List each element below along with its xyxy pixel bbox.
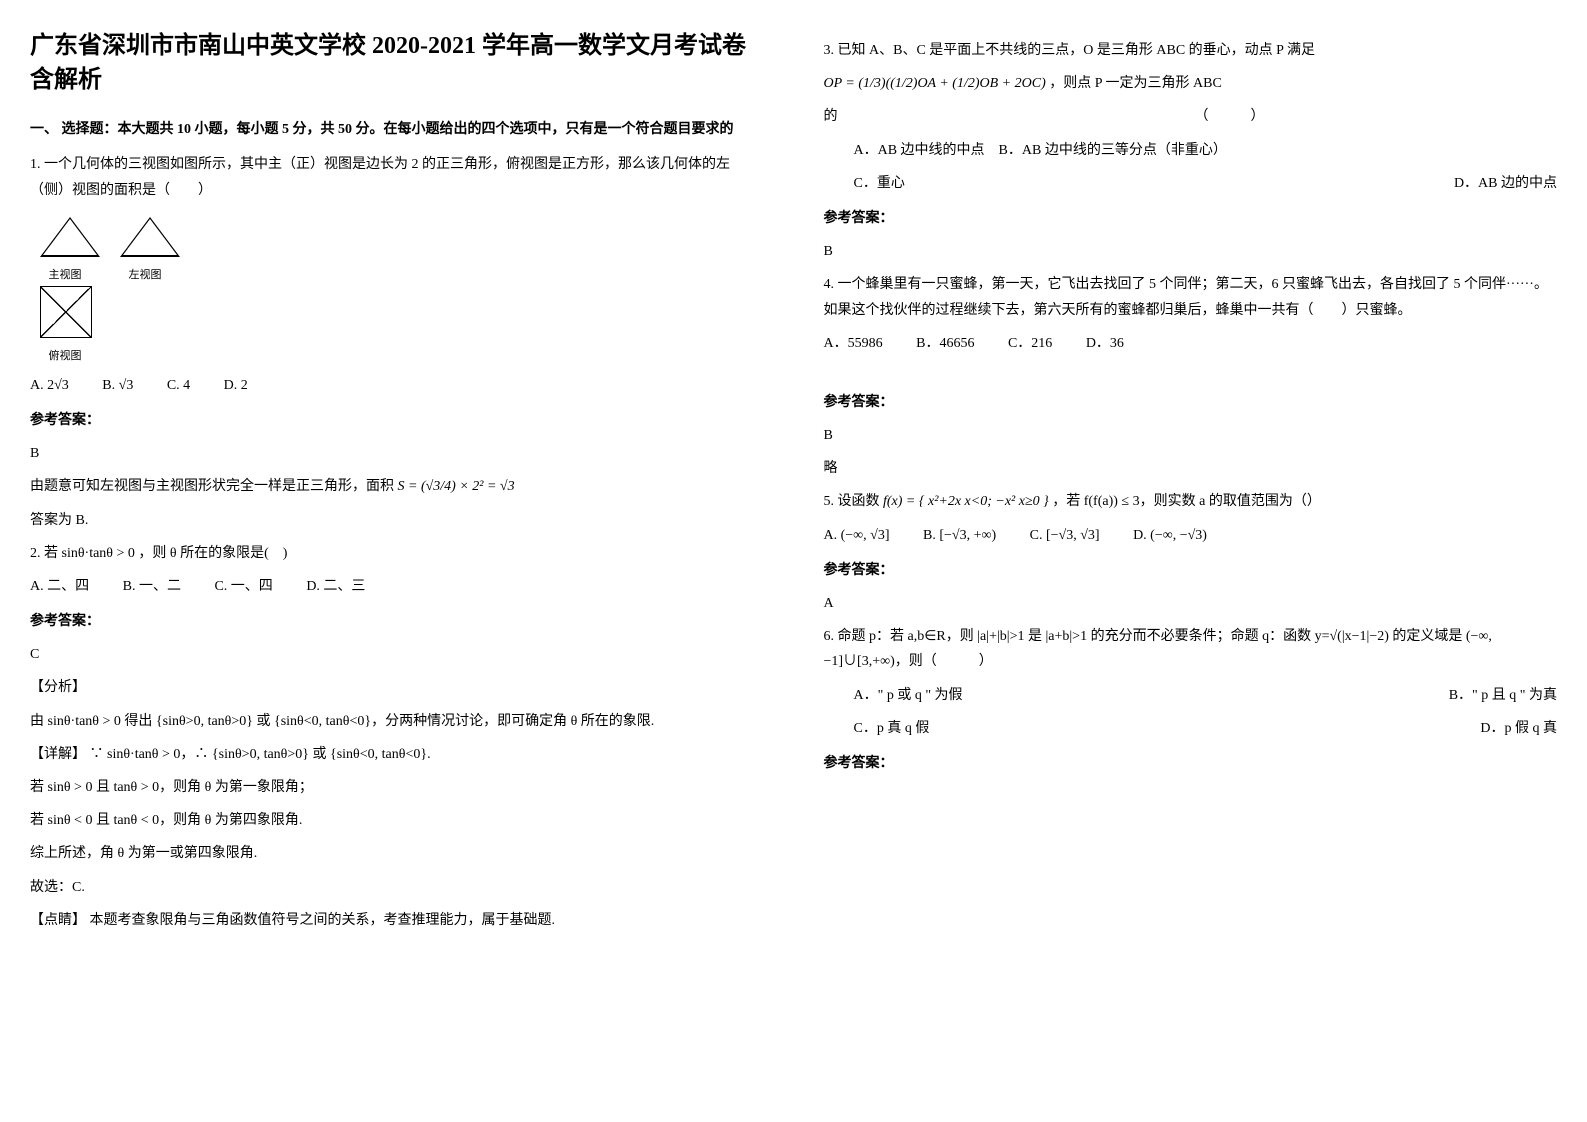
q2-dianjing: 【点睛】 本题考查象限角与三角函数值符号之间的关系，考查推理能力，属于基础题. — [30, 908, 764, 933]
q5-formula: f(x) = { x²+2x x<0; −x² x≥0 } — [883, 494, 1049, 509]
q2-answer: C — [30, 642, 764, 667]
q6-options-cd: C．p 真 q 假 D．p 假 q 真 — [824, 716, 1558, 741]
three-views-figure: 主视图 左视图 俯视图 — [30, 213, 764, 363]
main-view-triangle — [40, 217, 100, 257]
q2-xiangjie: 【详解】 ∵ sinθ·tanθ > 0，∴ {sinθ>0, tanθ>0} … — [30, 742, 764, 767]
q4-answer: B — [824, 423, 1558, 448]
q2-option-c: C. 一、四 — [214, 579, 272, 594]
q3-options-cd: C．重心 D．AB 边的中点 — [824, 171, 1558, 196]
q1-option-d: D. 2 — [224, 378, 248, 393]
q4-option-b: B．46656 — [916, 336, 974, 351]
section-heading: 一、 选择题：本大题共 10 小题，每小题 5 分，共 50 分。在每小题给出的… — [30, 117, 764, 142]
q1-options: A. 2√3 B. √3 C. 4 D. 2 — [30, 373, 764, 398]
q2-option-b: B. 一、二 — [123, 579, 181, 594]
q4-answer-label: 参考答案： — [824, 390, 1558, 415]
q6-option-d: D．p 假 q 真 — [1480, 716, 1557, 741]
q5-option-c: C. [−√3, √3] — [1030, 528, 1100, 543]
q1-option-b: B. √3 — [102, 378, 133, 393]
q6-option-a: A．" p 或 q " 为假 — [854, 683, 963, 708]
q3-options-ab: A．AB 边中线的中点 B．AB 边中线的三等分点（非重心） — [854, 138, 1558, 163]
left-view-label: 左视图 — [110, 266, 180, 282]
q1-answer-label: 参考答案： — [30, 408, 764, 433]
top-view-label: 俯视图 — [30, 347, 100, 363]
q1-formula: S = (√3/4) × 2² = √3 — [398, 479, 515, 494]
q4-option-c: C．216 — [1008, 336, 1052, 351]
q1-answer: B — [30, 441, 764, 466]
q4-note: 略 — [824, 456, 1558, 481]
top-view-square — [40, 286, 92, 338]
q3-answer: B — [824, 239, 1558, 264]
q6-answer-label: 参考答案： — [824, 751, 1558, 776]
main-view-label: 主视图 — [30, 266, 100, 282]
q6-options-ab: A．" p 或 q " 为假 B．" p 且 q " 为真 — [824, 683, 1558, 708]
q3-option-c: C．重心 — [854, 171, 905, 196]
left-view-triangle — [120, 217, 180, 257]
q2-xiangjie-5: 故选：C. — [30, 875, 764, 900]
exam-title: 广东省深圳市市南山中英文学校 2020-2021 学年高一数学文月考试卷含解析 — [30, 30, 764, 97]
q2-option-d: D. 二、三 — [306, 579, 365, 594]
q1-explanation-2: 答案为 B. — [30, 508, 764, 533]
question-3-formula: OP = (1/3)((1/2)OA + (1/2)OB + 2OC) ，则点 … — [824, 71, 1558, 96]
q2-option-a: A. 二、四 — [30, 579, 89, 594]
q3-answer-label: 参考答案： — [824, 206, 1558, 231]
q2-xiangjie-4: 综上所述，角 θ 为第一或第四象限角. — [30, 841, 764, 866]
q2-fenxi-label: 【分析】 — [30, 675, 764, 700]
q2-xiangjie-3: 若 sinθ < 0 且 tanθ < 0，则角 θ 为第四象限角. — [30, 808, 764, 833]
question-3-line3: 的 （ ） — [824, 104, 1558, 129]
question-5: 5. 设函数 f(x) = { x²+2x x<0; −x² x≥0 } ，若 … — [824, 489, 1558, 514]
question-3-line1: 3. 已知 A、B、C 是平面上不共线的三点，O 是三角形 ABC 的垂心，动点… — [824, 38, 1558, 63]
q1-explanation-1: 由题意可知左视图与主视图形状完全一样是正三角形，面积 S = (√3/4) × … — [30, 474, 764, 499]
left-column: 广东省深圳市市南山中英文学校 2020-2021 学年高一数学文月考试卷含解析 … — [30, 30, 764, 941]
q5-option-a: A. (−∞, √3] — [824, 528, 890, 543]
q5-options: A. (−∞, √3] B. [−√3, +∞) C. [−√3, √3] D.… — [824, 523, 1558, 548]
q6-option-c: C．p 真 q 假 — [854, 716, 930, 741]
question-2: 2. 若 sinθ·tanθ > 0 ，则 θ 所在的象限是( ) — [30, 541, 764, 566]
q1-option-a: A. 2√3 — [30, 378, 69, 393]
q5-answer: A — [824, 591, 1558, 616]
q3-option-d: D．AB 边的中点 — [1454, 171, 1557, 196]
question-6: 6. 命题 p：若 a,b∈R，则 |a|+|b|>1 是 |a+b|>1 的充… — [824, 624, 1558, 674]
q4-option-a: A．55986 — [824, 336, 883, 351]
q2-fenxi: 由 sinθ·tanθ > 0 得出 {sinθ>0, tanθ>0} 或 {s… — [30, 709, 764, 734]
q6-option-b: B．" p 且 q " 为真 — [1449, 683, 1557, 708]
q5-option-d: D. (−∞, −√3) — [1133, 528, 1207, 543]
q4-options: A．55986 B．46656 C．216 D．36 — [824, 331, 1558, 356]
q4-option-d: D．36 — [1086, 336, 1124, 351]
q1-option-c: C. 4 — [167, 378, 190, 393]
q2-xiangjie-2: 若 sinθ > 0 且 tanθ > 0，则角 θ 为第一象限角； — [30, 775, 764, 800]
right-column: 3. 已知 A、B、C 是平面上不共线的三点，O 是三角形 ABC 的垂心，动点… — [824, 30, 1558, 941]
q5-answer-label: 参考答案： — [824, 558, 1558, 583]
q2-answer-label: 参考答案： — [30, 609, 764, 634]
question-1: 1. 一个几何体的三视图如图所示，其中主（正）视图是边长为 2 的正三角形，俯视… — [30, 152, 764, 202]
question-4: 4. 一个蜂巢里有一只蜜蜂，第一天，它飞出去找回了 5 个同伴；第二天，6 只蜜… — [824, 272, 1558, 322]
q2-options: A. 二、四 B. 一、二 C. 一、四 D. 二、三 — [30, 574, 764, 599]
q5-option-b: B. [−√3, +∞) — [923, 528, 996, 543]
